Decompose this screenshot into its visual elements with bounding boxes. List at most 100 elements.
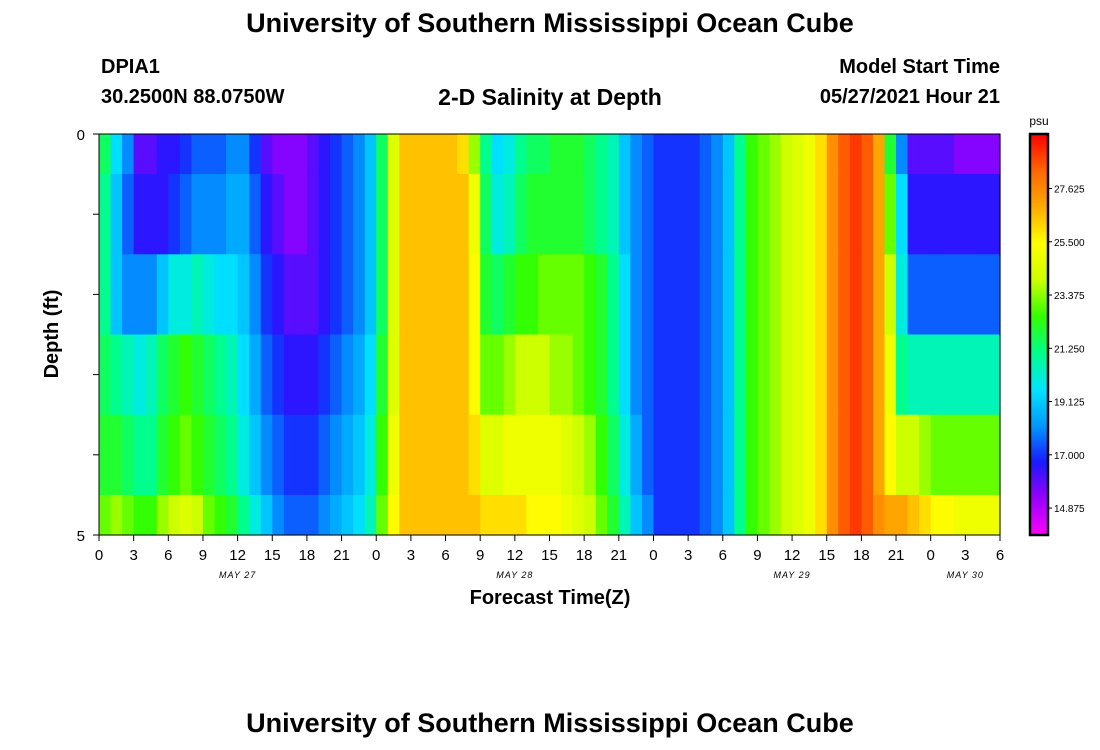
heatmap-cell bbox=[433, 134, 447, 175]
colorbar-ramp bbox=[1028, 132, 1050, 537]
heatmap-cell bbox=[145, 174, 158, 255]
x-tick-label: 18 bbox=[299, 547, 316, 564]
heatmap-cell bbox=[734, 414, 747, 496]
heatmap-cell bbox=[468, 174, 481, 255]
heatmap-cell bbox=[480, 174, 493, 255]
heatmap-cell bbox=[676, 134, 689, 175]
heatmap-cell bbox=[237, 254, 250, 336]
date-label: MAY 28 bbox=[496, 570, 533, 580]
heatmap-cell bbox=[734, 174, 747, 255]
y-tick-label: 0 bbox=[77, 127, 85, 144]
heatmap-cell bbox=[976, 254, 990, 336]
heatmap-cell bbox=[364, 134, 377, 175]
x-tick-label: 18 bbox=[853, 547, 870, 564]
heatmap-cell bbox=[595, 494, 608, 536]
x-tick-label: 9 bbox=[476, 547, 484, 564]
x-tick-label: 12 bbox=[784, 547, 801, 564]
heatmap-cell bbox=[503, 174, 516, 255]
heatmap-cell bbox=[988, 254, 1001, 336]
heatmap-cell bbox=[872, 334, 886, 416]
heatmap-cell bbox=[549, 254, 562, 336]
heatmap-cell bbox=[110, 174, 123, 255]
heatmap-cell bbox=[572, 174, 585, 255]
heatmap-cell bbox=[572, 134, 585, 175]
heatmap-cell bbox=[341, 174, 354, 255]
heatmap-cell bbox=[468, 134, 481, 175]
heatmap-cell bbox=[930, 494, 943, 536]
heatmap-cell bbox=[641, 414, 655, 496]
heatmap-cell bbox=[942, 334, 955, 416]
heatmap-cell bbox=[711, 254, 724, 336]
heatmap-cell bbox=[376, 334, 389, 416]
heatmap-cell bbox=[722, 334, 735, 416]
heatmap-cell bbox=[665, 334, 678, 416]
heatmap-cell bbox=[768, 334, 782, 416]
heatmap-cell bbox=[849, 334, 862, 416]
heatmap-cell bbox=[341, 254, 354, 336]
colorbar-unit: psu bbox=[1029, 114, 1048, 128]
heatmap-cell bbox=[826, 334, 839, 416]
heatmap-cell bbox=[757, 494, 770, 536]
heatmap-cell bbox=[930, 134, 943, 175]
heatmap-cell bbox=[953, 254, 966, 336]
heatmap-cell bbox=[618, 334, 631, 416]
heatmap-cell bbox=[699, 174, 712, 255]
heatmap-cell bbox=[584, 254, 597, 336]
heatmap-cell bbox=[283, 134, 296, 175]
x-axis-ticks: 0 3 6 9 12 15 18 21 0 3 6 9 12 15 18 21 0 3 6 9 12 15 18 21 0 3 6 M… bbox=[95, 535, 1004, 580]
heatmap-cell bbox=[861, 334, 874, 416]
heatmap-cell bbox=[341, 414, 354, 496]
heatmap-cell bbox=[468, 254, 481, 336]
heatmap-cell bbox=[353, 134, 366, 175]
heatmap-cell bbox=[711, 174, 724, 255]
heatmap-cell bbox=[260, 134, 273, 175]
heatmap-cell bbox=[780, 254, 793, 336]
colorbar-tick-label: 17.000 bbox=[1054, 451, 1085, 462]
heatmap-cell bbox=[214, 334, 227, 416]
heatmap-cell bbox=[953, 494, 966, 536]
heatmap-cell bbox=[803, 414, 816, 496]
heatmap-cell bbox=[815, 494, 828, 536]
heatmap-cell bbox=[584, 414, 597, 496]
heatmap-cell bbox=[618, 494, 631, 536]
colorbar-tick-label: 14.875 bbox=[1054, 504, 1085, 515]
x-tick-label: 12 bbox=[229, 547, 246, 564]
heatmap-cell bbox=[445, 414, 458, 496]
heatmap-cell bbox=[815, 134, 828, 175]
heatmap-cell bbox=[399, 334, 412, 416]
heatmap-cell bbox=[480, 254, 493, 336]
heatmap-cell bbox=[838, 334, 851, 416]
heatmap-cell bbox=[607, 254, 620, 336]
heatmap-cell bbox=[561, 174, 574, 255]
heatmap-cell bbox=[410, 414, 424, 496]
heatmap-cell bbox=[641, 334, 655, 416]
heatmap-cell bbox=[272, 334, 285, 416]
heatmap-cell bbox=[249, 494, 262, 536]
heatmap-cell bbox=[168, 334, 181, 416]
heatmap-cell bbox=[988, 174, 1001, 255]
heatmap-cell bbox=[780, 134, 793, 175]
heatmap-cell bbox=[653, 174, 666, 255]
heatmap-cell bbox=[965, 414, 978, 496]
heatmap-cell bbox=[953, 414, 966, 496]
heatmap-cell bbox=[965, 174, 978, 255]
heatmap-cell bbox=[191, 254, 204, 336]
heatmap-cell bbox=[237, 174, 250, 255]
heatmap-cell bbox=[618, 414, 631, 496]
heatmap-cell bbox=[514, 334, 527, 416]
colorbar-tick-label: 23.375 bbox=[1054, 291, 1085, 302]
heatmap-cell bbox=[526, 494, 539, 536]
heatmap-cell bbox=[919, 414, 932, 496]
heatmap-cell bbox=[768, 134, 782, 175]
heatmap-cell bbox=[953, 174, 966, 255]
heatmap-cell bbox=[133, 334, 146, 416]
heatmap-cell bbox=[953, 334, 966, 416]
heatmap-cell bbox=[387, 254, 400, 336]
heatmap-cell bbox=[133, 134, 146, 175]
heatmap-cell bbox=[283, 254, 296, 336]
heatmap-cell bbox=[376, 254, 389, 336]
x-tick-label: 6 bbox=[164, 547, 172, 564]
heatmap-cell bbox=[907, 494, 920, 536]
heatmap-cell bbox=[226, 174, 239, 255]
heatmap-cell bbox=[757, 254, 770, 336]
